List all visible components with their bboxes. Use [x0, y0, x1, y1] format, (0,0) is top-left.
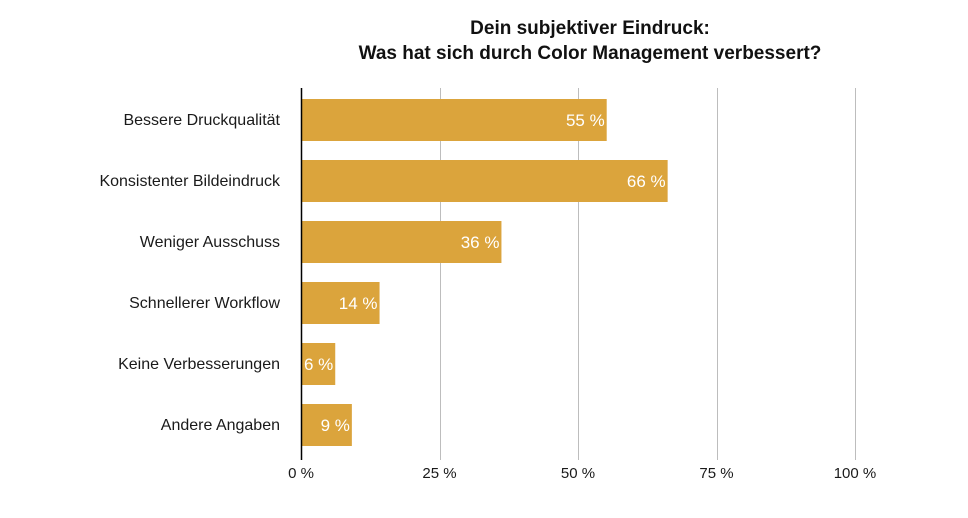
bar-1 [302, 160, 668, 202]
chart-title: Dein subjektiver Eindruck: Was hat sich … [300, 16, 880, 66]
chart-title-line-1: Dein subjektiver Eindruck: [470, 18, 710, 39]
bar-5 [302, 404, 352, 446]
category-label-3: Schnellerer Workflow [129, 295, 280, 312]
bar-4 [302, 343, 336, 385]
value-label-1: 66 % [627, 172, 666, 191]
category-label-4: Keine Verbesserungen [118, 356, 280, 373]
x-tick-label-100: 100 % [834, 465, 877, 482]
category-label-1: Konsistenter Bildeindruck [99, 173, 281, 190]
bar-0 [302, 99, 607, 141]
value-label-4: 6 % [304, 355, 333, 374]
category-label-2: Weniger Ausschuss [140, 234, 280, 251]
category-label-0: Bessere Druckqualität [123, 112, 280, 129]
category-label-5: Andere Angaben [161, 417, 280, 434]
value-label-3: 14 % [339, 294, 378, 313]
value-label-0: 55 % [566, 111, 605, 130]
chart-title-line-2: Was hat sich durch Color Management verb… [358, 43, 822, 64]
value-label-2: 36 % [461, 233, 500, 252]
x-tick-label-25: 25 % [422, 465, 456, 482]
value-label-5: 9 % [321, 416, 350, 435]
x-tick-label-0: 0 % [288, 465, 314, 482]
x-tick-label-50: 50 % [561, 465, 595, 482]
bar-3 [302, 282, 380, 324]
x-tick-label-75: 75 % [699, 465, 733, 482]
bar-2 [302, 221, 502, 263]
